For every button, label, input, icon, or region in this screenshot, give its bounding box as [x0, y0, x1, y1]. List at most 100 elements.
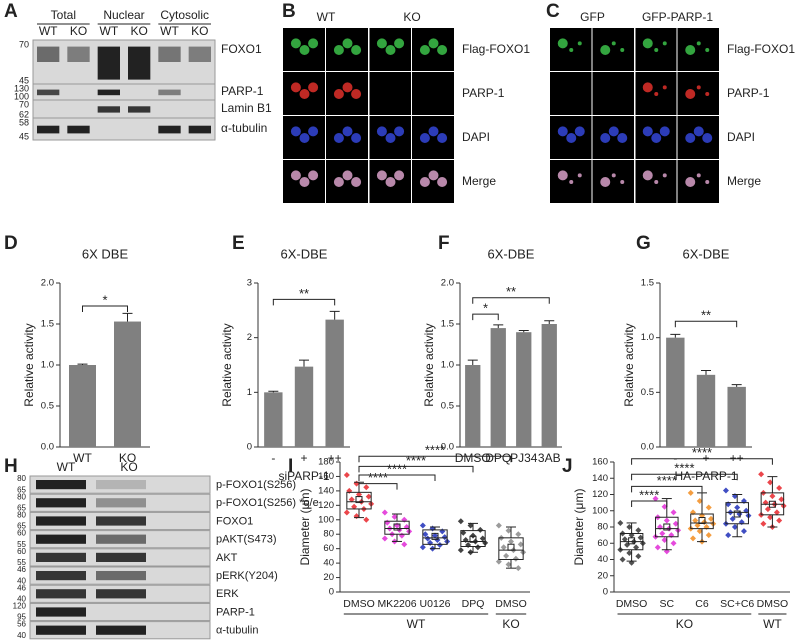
row-label: FOXO1	[216, 515, 253, 527]
significance-label: **	[701, 308, 711, 323]
micro-signal	[342, 126, 353, 137]
column-label: WT	[317, 10, 336, 24]
mw-marker: 45	[19, 131, 29, 141]
bar	[294, 366, 314, 447]
group-label: KO	[676, 617, 693, 631]
y-tick-label: 60	[323, 543, 334, 554]
micro-signal	[654, 92, 659, 96]
micro-cell	[412, 72, 454, 115]
micro-signal	[333, 89, 344, 99]
significance-bracket	[631, 473, 738, 481]
micro-signal	[437, 45, 448, 55]
significance-bracket	[358, 455, 512, 463]
micro-cell	[412, 28, 454, 71]
data-point	[474, 544, 481, 551]
blot-band	[36, 589, 86, 599]
data-point	[351, 503, 358, 510]
micro-signal	[333, 45, 344, 55]
lane-label: WT	[100, 24, 119, 38]
chart-title: 6X DBE	[82, 246, 129, 261]
data-point	[343, 509, 350, 516]
mw-marker: 80	[17, 474, 26, 483]
micro-signal	[394, 38, 405, 49]
blot-band	[97, 106, 120, 113]
lane-label: WT	[39, 24, 58, 38]
data-point	[465, 542, 472, 549]
micro-signal	[290, 126, 301, 137]
blot-band	[37, 46, 60, 62]
x-tick-label: -	[271, 451, 275, 465]
x-tick-label: C6	[695, 598, 709, 610]
data-point	[398, 532, 405, 539]
y-tick-label: 0.0	[641, 442, 654, 453]
row-label: Merge	[462, 174, 496, 188]
micro-cell	[592, 28, 634, 71]
data-point	[401, 541, 408, 548]
blot-band	[67, 125, 90, 134]
y-axis-label: Diameter (μm)	[572, 489, 586, 566]
x-tick-label: -	[673, 451, 677, 465]
significance-label: ****	[387, 461, 407, 476]
row-label: pERK(Y204)	[216, 570, 278, 582]
x-tick-label: PJ34	[510, 451, 538, 465]
significance-bracket	[358, 474, 436, 481]
y-tick-label: 140	[318, 485, 334, 496]
lane-label: KO	[130, 24, 147, 38]
y-tick-label: 20	[323, 572, 334, 583]
micro-signal	[351, 89, 362, 99]
micro-signal	[342, 38, 353, 49]
mw-marker: 46	[17, 565, 26, 574]
row-label: α-tubulin	[221, 121, 267, 135]
y-tick-label: 0.0	[441, 442, 454, 453]
micro-signal	[376, 170, 387, 181]
micro-signal	[290, 170, 301, 181]
data-point	[495, 522, 502, 529]
data-point	[365, 493, 372, 500]
blot-band	[96, 552, 146, 562]
micro-signal	[705, 92, 710, 96]
blot-strip	[32, 117, 216, 141]
significance-label: ****	[368, 470, 388, 485]
data-point	[767, 514, 774, 521]
row-label: p-FOXO1(S256) *o/e	[216, 497, 319, 509]
x-tick-label: SC	[660, 598, 675, 610]
data-point	[419, 544, 426, 551]
y-tick-label: 1.5	[641, 278, 654, 289]
y-tick-label: 1.5	[441, 319, 454, 330]
micro-signal	[685, 177, 696, 187]
blot-band	[96, 516, 146, 526]
data-point	[617, 519, 624, 526]
mw-marker: 65	[17, 522, 26, 531]
mean	[355, 496, 363, 504]
group-label: WT	[407, 617, 426, 631]
y-tick-label: 0.5	[641, 387, 654, 398]
mw-marker: 70	[19, 99, 29, 109]
row-label: AKT	[216, 552, 238, 564]
error-bar	[701, 369, 711, 375]
micro-signal	[419, 133, 430, 143]
data-point	[740, 528, 747, 535]
blot-strip	[32, 99, 216, 119]
blot-band	[97, 89, 120, 96]
data-point	[670, 509, 677, 516]
box	[498, 537, 524, 560]
micro-signal	[385, 45, 396, 55]
row-label: ERK	[216, 588, 239, 600]
data-point	[769, 493, 776, 500]
micro-signal	[600, 45, 611, 55]
micro-signal	[290, 38, 301, 49]
mw-marker: 60	[17, 529, 26, 538]
blot-band	[188, 46, 211, 62]
data-point	[734, 504, 741, 511]
mw-marker: 130	[14, 83, 29, 93]
panel-letter: E	[232, 233, 245, 254]
blot-band	[96, 571, 146, 581]
y-tick-label: 0.5	[41, 401, 54, 412]
row-label: Flag-FOXO1	[462, 42, 530, 56]
x-tick-label: U0126	[420, 598, 451, 610]
x-axis-label: siPARP-1	[278, 469, 329, 483]
group-label: KO	[502, 617, 519, 631]
significance-bracket	[472, 297, 550, 304]
micro-signal	[696, 41, 701, 46]
error-bar	[544, 320, 555, 324]
